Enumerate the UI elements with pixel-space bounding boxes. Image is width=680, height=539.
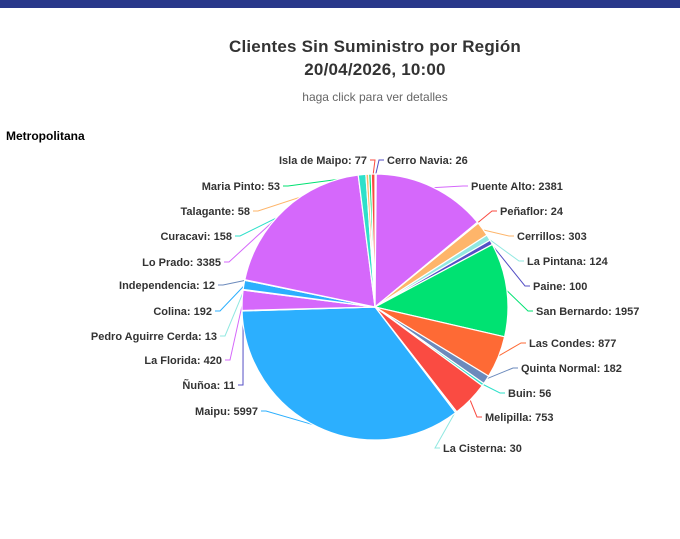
label-connector-n-un-oa: [238, 310, 244, 386]
slice-label-curacavi[interactable]: Curacavi: 158: [159, 230, 233, 244]
slice-label-isla-de-maipo[interactable]: Isla de Maipo: 77: [278, 154, 368, 168]
slice-label-cerro-navia[interactable]: Cerro Navia: 26: [386, 154, 469, 168]
label-connector-maipu: [261, 410, 319, 427]
label-connector-lo-prado: [224, 209, 286, 263]
label-connector-san-bernardo: [505, 289, 533, 312]
slice-label-melipilla[interactable]: Melipilla: 753: [484, 411, 554, 425]
label-connector-la-florida: [225, 300, 244, 361]
slice-label-buin[interactable]: Buin: 56: [507, 387, 552, 401]
region-series-label: Metropolitana: [6, 129, 85, 143]
slice-label-la-cisterna[interactable]: La Cisterna: 30: [442, 442, 523, 456]
slice-label-maria-pinto[interactable]: Maria Pinto: 53: [201, 180, 281, 194]
slice-group: [241, 173, 509, 441]
pie-slice-san-bernardo[interactable]: [374, 243, 509, 338]
label-connector-paine: [489, 242, 530, 287]
label-connector-isla-de-maipo: [370, 159, 376, 176]
chart-subtitle: haga click para ver detalles: [302, 90, 448, 104]
label-connector-pen-aflor: [476, 210, 497, 224]
top-accent-bar: [0, 0, 680, 8]
label-connector-cerrillos: [481, 229, 514, 237]
slice-label-pen-aflor[interactable]: Peñaflor: 24: [499, 205, 565, 219]
pie-slice-lo-prado[interactable]: [244, 174, 376, 308]
label-connector-melipilla: [469, 398, 482, 418]
chart-title-line-2: 20/04/2026, 10:00: [304, 60, 446, 79]
pie-slice-isla-de-maipo[interactable]: [370, 173, 376, 308]
slice-label-independencia[interactable]: Independencia: 12: [118, 279, 216, 293]
label-connector-independencia: [218, 279, 246, 286]
slice-label-paine[interactable]: Paine: 100: [532, 280, 588, 294]
label-connector-colina: [215, 284, 246, 312]
slice-label-lo-prado[interactable]: Lo Prado: 3385: [141, 256, 222, 270]
slice-label-quinta-normal[interactable]: Quinta Normal: 182: [520, 362, 623, 376]
pie-slice-puente-alto[interactable]: [374, 173, 479, 308]
label-connector-buin: [481, 383, 505, 394]
slice-label-san-bernardo[interactable]: San Bernardo: 1957: [535, 305, 640, 319]
label-connector-pedro-aguirre-cerda: [220, 289, 245, 337]
chart-header: Clientes Sin Suministro por Región 20/04…: [70, 35, 680, 104]
label-connector-puente-alto: [431, 185, 468, 189]
label-connector-las-condes: [497, 342, 526, 358]
slice-label-las-condes[interactable]: Las Condes: 877: [528, 337, 617, 351]
slice-label-cerrillos[interactable]: Cerrillos: 303: [516, 230, 588, 244]
slice-label-n-un-oa[interactable]: Ñuñoa: 11: [181, 378, 236, 393]
slice-label-talagante[interactable]: Talagante: 58: [180, 205, 252, 219]
slice-label-pedro-aguirre-cerda[interactable]: Pedro Aguirre Cerda: 13: [90, 330, 218, 344]
slice-label-maipu[interactable]: Maipu: 5997: [194, 405, 259, 419]
label-connector-cerro-navia: [375, 159, 384, 176]
slice-label-puente-alto[interactable]: Puente Alto: 2381: [470, 180, 564, 194]
label-connector-la-cisterna: [434, 411, 457, 449]
slice-label-la-florida[interactable]: La Florida: 420: [143, 354, 223, 368]
slice-label-colina[interactable]: Colina: 192: [152, 305, 213, 319]
chart-title-line-1: Clientes Sin Suministro por Región: [228, 37, 522, 56]
slice-label-la-pintana[interactable]: La Pintana: 124: [526, 255, 610, 269]
label-connector-la-pintana: [487, 237, 524, 262]
label-connector-quinta-normal: [485, 367, 518, 380]
pie-slice-maipu[interactable]: [241, 306, 457, 441]
